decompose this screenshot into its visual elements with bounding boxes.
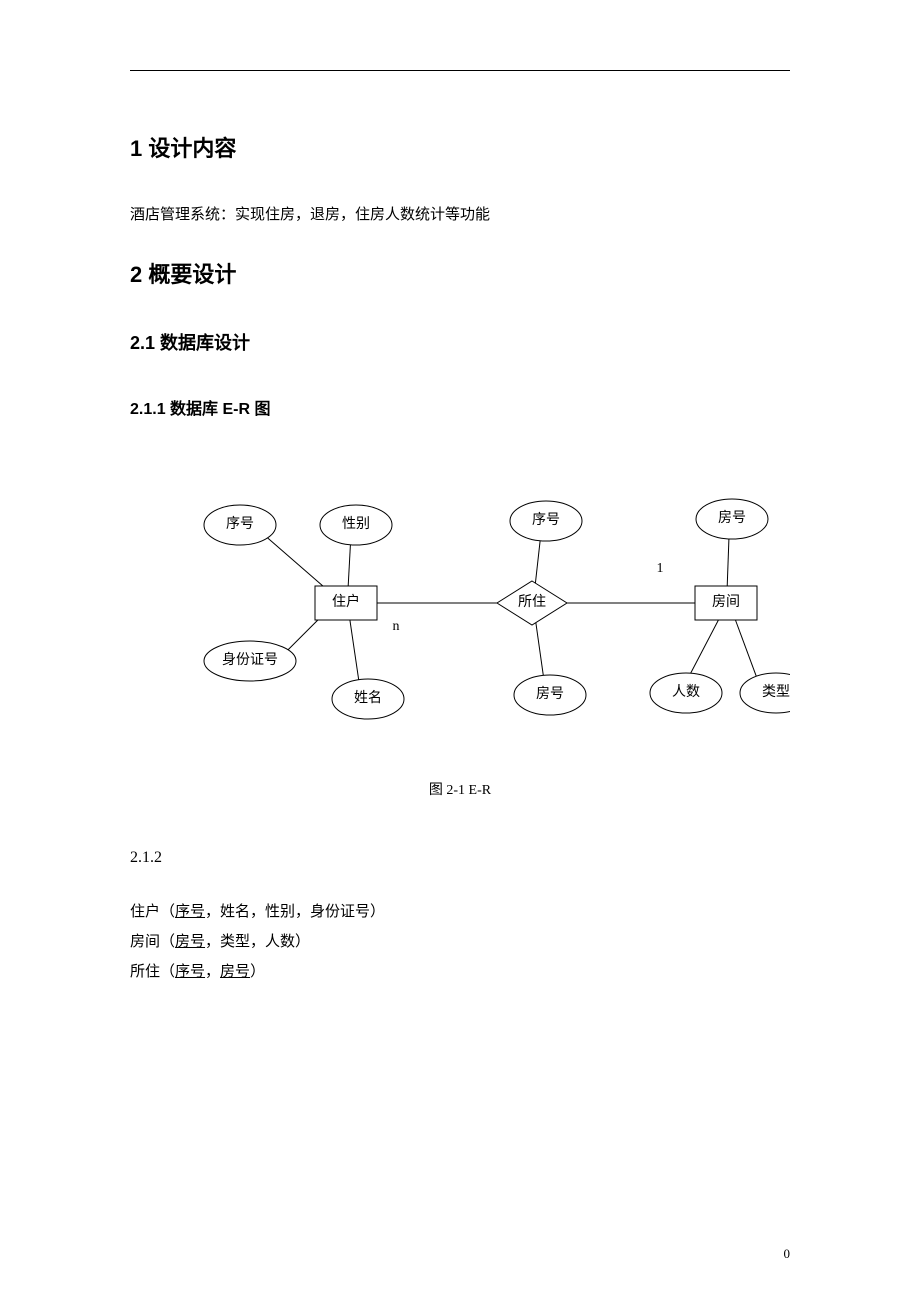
svg-text:序号: 序号 xyxy=(226,516,254,532)
schema-text: 房间（ xyxy=(130,934,175,950)
schema-key: 序号 xyxy=(175,904,205,920)
document-page: 1 设计内容 酒店管理系统：实现住房，退房，住房人数统计等功能 2 概要设计 2… xyxy=(0,0,920,1302)
heading-2-1: 2.1 数据库设计 xyxy=(130,329,790,355)
schema-line-1: 住户（序号，姓名，性别，身份证号） xyxy=(130,897,790,927)
svg-text:性别: 性别 xyxy=(342,516,370,532)
heading-1: 1 设计内容 xyxy=(130,131,790,163)
schema-key: 房号 xyxy=(175,934,205,950)
schema-line-2: 房间（房号，类型，人数） xyxy=(130,927,790,957)
svg-text:人数: 人数 xyxy=(672,684,700,700)
svg-text:类型: 类型 xyxy=(762,684,790,700)
schema-text: ，姓名，性别，身份证号） xyxy=(205,904,385,920)
svg-text:n: n xyxy=(393,619,400,634)
schema-text: 住户（ xyxy=(130,904,175,920)
svg-text:房号: 房号 xyxy=(536,686,564,702)
svg-text:身份证号: 身份证号 xyxy=(222,652,278,668)
page-number: 0 xyxy=(784,1246,791,1262)
schema-text: ，类型，人数） xyxy=(205,934,310,950)
heading-2-1-2: 2.1.2 xyxy=(130,849,790,867)
schema-text: 所住（ xyxy=(130,964,175,980)
heading-2-1-1: 2.1.1 数据库 E-R 图 xyxy=(130,395,790,419)
svg-text:1: 1 xyxy=(657,561,664,576)
schema-key: 序号 xyxy=(175,964,205,980)
svg-text:房间: 房间 xyxy=(712,594,740,610)
svg-text:所住: 所住 xyxy=(518,594,546,610)
schema-text: ） xyxy=(250,964,265,980)
er-diagram: n1序号性别身份证号姓名序号房号房号人数类型住户房间所住 xyxy=(130,469,790,749)
top-rule xyxy=(130,70,790,71)
svg-text:姓名: 姓名 xyxy=(354,690,382,706)
schema-key: 房号 xyxy=(220,964,250,980)
svg-text:住户: 住户 xyxy=(332,593,360,610)
intro-paragraph: 酒店管理系统：实现住房，退房，住房人数统计等功能 xyxy=(130,203,790,227)
schema-text: ， xyxy=(205,964,220,980)
svg-text:序号: 序号 xyxy=(532,512,560,528)
diagram-caption: 图 2-1 E-R xyxy=(130,779,790,799)
schema-line-3: 所住（序号，房号） xyxy=(130,957,790,987)
heading-2: 2 概要设计 xyxy=(130,257,790,289)
svg-text:房号: 房号 xyxy=(718,510,746,526)
